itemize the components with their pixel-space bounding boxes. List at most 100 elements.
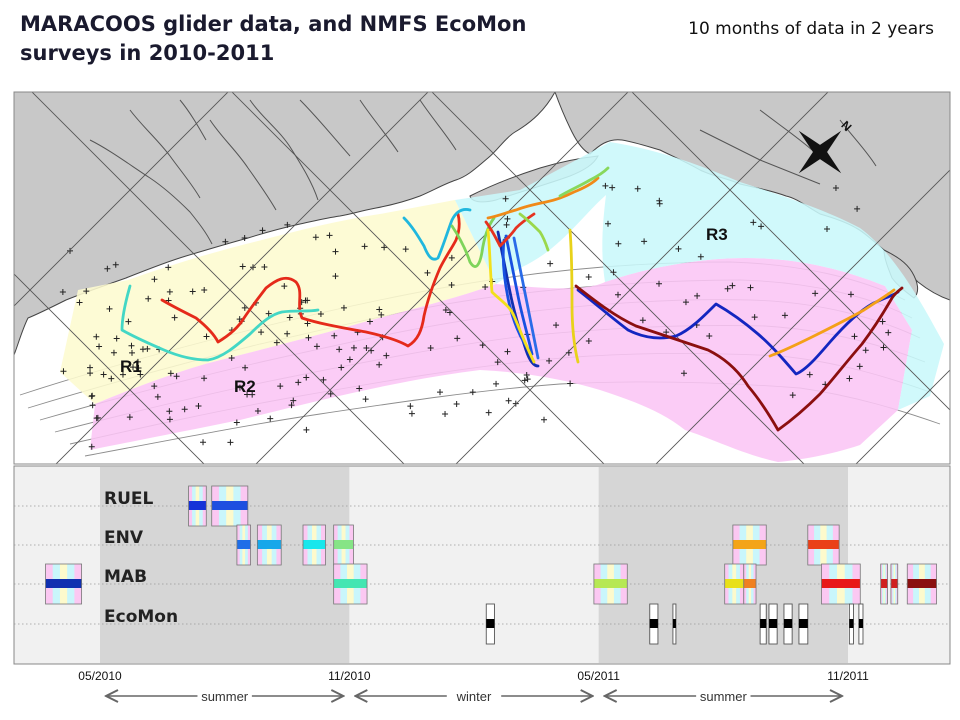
deployment-box-outline xyxy=(593,563,628,605)
station-cross xyxy=(100,371,107,378)
station-cross xyxy=(614,291,621,298)
track-orange-nyb xyxy=(486,176,600,220)
ecomon-survey xyxy=(768,603,778,645)
deployment-box xyxy=(807,524,840,566)
track-darkred-r3 xyxy=(574,284,904,432)
station-cross xyxy=(228,354,235,361)
station-cross xyxy=(135,365,142,372)
deployment-bar xyxy=(303,540,326,549)
station-cross xyxy=(165,264,172,271)
station-cross xyxy=(454,335,461,342)
season-label: summer xyxy=(700,689,748,704)
station-cross xyxy=(242,364,249,371)
station-cross xyxy=(609,184,616,191)
station-cross xyxy=(383,352,390,359)
deployment-bar xyxy=(211,501,248,510)
station-cross xyxy=(222,238,229,245)
station-cross xyxy=(879,318,886,325)
station-cross xyxy=(130,364,137,371)
station-cross xyxy=(281,283,288,290)
station-cross xyxy=(832,184,839,191)
station-cross xyxy=(261,264,268,271)
deployment-box-outline xyxy=(211,485,249,527)
track-red-nyb xyxy=(484,212,536,248)
station-cross xyxy=(362,396,369,403)
station-cross xyxy=(350,344,357,351)
station-cross xyxy=(151,276,158,283)
station-cross xyxy=(336,346,343,353)
deployment-box-outline xyxy=(256,524,282,566)
station-cross xyxy=(167,370,174,377)
station-cross xyxy=(200,439,207,446)
row-labels: RUEL ENV MAB EcoMon xyxy=(104,489,178,627)
deployment-bar xyxy=(907,579,937,588)
station-cross xyxy=(751,314,758,321)
region-r2-area xyxy=(90,258,912,462)
deployment-box xyxy=(256,524,282,566)
x-tick-label: 11/2011 xyxy=(827,669,869,683)
ecomon-survey xyxy=(485,603,495,645)
station-cross xyxy=(546,357,553,364)
deployment-bar xyxy=(593,579,628,588)
ecomon-survey xyxy=(783,603,793,645)
station-cross xyxy=(641,238,648,245)
station-cross xyxy=(424,269,431,276)
station-cross xyxy=(880,344,887,351)
track-red-r1 xyxy=(160,212,461,348)
station-cross xyxy=(494,359,501,366)
station-cross xyxy=(241,304,248,311)
station-cross xyxy=(173,373,180,380)
row-label-mab: MAB xyxy=(104,567,147,587)
station-cross xyxy=(189,288,196,295)
station-cross xyxy=(304,320,311,327)
station-cross xyxy=(729,282,736,289)
deployment-bars xyxy=(45,485,937,605)
station-cross xyxy=(327,390,334,397)
station-cross xyxy=(604,220,611,227)
station-cross xyxy=(675,245,682,252)
station-cross xyxy=(724,285,731,292)
track-orange-r3 xyxy=(768,288,896,358)
station-cross xyxy=(448,281,455,288)
season-label: summer xyxy=(201,689,249,704)
station-cross xyxy=(139,346,146,353)
station-cross xyxy=(639,317,646,324)
deployment-box-outline xyxy=(743,563,757,605)
ecomon-survey-marks xyxy=(485,603,864,645)
ecomon-bar xyxy=(649,619,658,628)
station-cross xyxy=(313,343,320,350)
station-cross xyxy=(93,333,100,340)
deployment-box-outline xyxy=(821,563,861,605)
deployment-bar xyxy=(257,540,282,549)
deployment-box-outline xyxy=(188,485,207,527)
station-cross xyxy=(656,200,663,207)
map-frame xyxy=(13,91,951,465)
station-cross xyxy=(504,215,511,222)
deployment-box-outline xyxy=(333,563,368,605)
deployment-box xyxy=(743,563,757,605)
station-cross xyxy=(885,329,892,336)
station-cross xyxy=(541,416,548,423)
station-cross xyxy=(332,273,339,280)
station-cross xyxy=(361,243,368,250)
station-cross xyxy=(634,185,641,192)
season-label-bg xyxy=(197,688,252,704)
deployment-box xyxy=(732,524,767,566)
deployment-box xyxy=(45,563,83,605)
deployment-bar xyxy=(188,501,207,510)
station-cross xyxy=(288,402,295,409)
track-yellow-south xyxy=(568,228,580,364)
region-label-r3: R3 xyxy=(706,225,728,244)
deployment-box xyxy=(188,485,207,527)
region-label-r1: R1 xyxy=(120,357,142,376)
station-cross xyxy=(448,254,455,261)
station-cross xyxy=(181,406,188,413)
station-cross xyxy=(407,403,414,410)
station-cross xyxy=(585,337,592,344)
station-cross xyxy=(847,291,854,298)
station-cross xyxy=(437,389,444,396)
station-cross xyxy=(303,374,310,381)
station-cross xyxy=(789,392,796,399)
station-cross xyxy=(137,371,144,378)
station-cross xyxy=(442,410,449,417)
